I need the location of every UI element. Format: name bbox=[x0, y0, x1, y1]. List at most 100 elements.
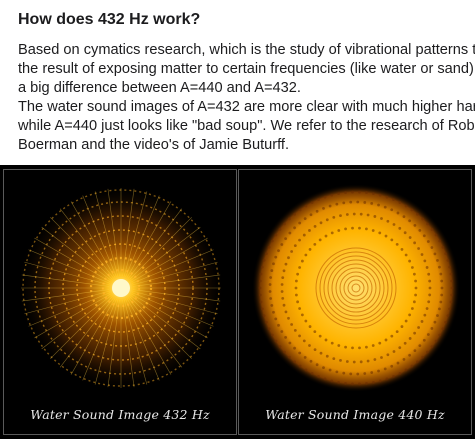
paragraph-line: the result of exposing matter to certain… bbox=[18, 61, 475, 77]
pattern-dot bbox=[433, 320, 437, 324]
pattern-dot bbox=[277, 323, 280, 327]
pattern-dot bbox=[450, 293, 454, 297]
pattern-dot bbox=[351, 190, 354, 194]
pattern-spoke bbox=[107, 188, 120, 277]
pattern-dot bbox=[280, 243, 284, 246]
pattern-dot bbox=[330, 231, 334, 235]
pattern-dot bbox=[278, 345, 282, 349]
pattern-dot bbox=[408, 236, 412, 239]
pattern-dot bbox=[428, 293, 432, 297]
pattern-dot bbox=[293, 226, 296, 230]
pattern-dot bbox=[363, 372, 367, 375]
pattern-ring bbox=[22, 189, 220, 387]
pattern-dot bbox=[427, 272, 431, 276]
article-title: How does 432 Hz work? bbox=[18, 11, 201, 28]
pattern-dot bbox=[274, 255, 278, 259]
pattern-ring bbox=[347, 279, 365, 297]
pattern-dot bbox=[345, 213, 349, 216]
pattern-dot bbox=[313, 330, 317, 334]
pattern-dot bbox=[324, 338, 328, 342]
paragraph-line: while A=440 just looks like "bad soup". … bbox=[18, 118, 475, 134]
pattern-dot bbox=[309, 359, 313, 363]
pattern-ring bbox=[335, 267, 377, 309]
pattern-dot bbox=[384, 338, 388, 342]
pattern-dot bbox=[332, 216, 336, 219]
pattern-dot bbox=[358, 190, 361, 194]
pattern-dot bbox=[395, 242, 399, 246]
pattern-dot bbox=[325, 218, 329, 222]
pattern-dot bbox=[373, 358, 377, 361]
pattern-dot bbox=[302, 233, 306, 237]
pattern-dot bbox=[404, 204, 408, 208]
pattern-dot bbox=[288, 341, 292, 345]
pattern-dot bbox=[281, 296, 285, 300]
pattern-dot bbox=[390, 238, 394, 242]
pattern-dot bbox=[325, 354, 329, 358]
pattern-dot bbox=[386, 219, 390, 223]
pattern-dot bbox=[345, 360, 349, 363]
pattern-dot bbox=[413, 241, 417, 245]
pattern-spoke bbox=[24, 261, 110, 286]
pattern-dot bbox=[269, 276, 273, 279]
pattern-dot bbox=[304, 253, 308, 257]
pattern-dot bbox=[262, 314, 266, 318]
pattern-dot bbox=[317, 374, 320, 378]
image-panel-440hz: Water Sound Image 440 Hz bbox=[238, 169, 472, 435]
pattern-dot bbox=[402, 215, 406, 219]
pattern-dot bbox=[426, 240, 430, 243]
pattern-spoke bbox=[132, 274, 221, 287]
pattern-dot bbox=[260, 265, 264, 269]
pattern-dot bbox=[404, 253, 408, 257]
paragraph-line: Based on cymatics research, which is the… bbox=[18, 42, 475, 58]
pattern-dot bbox=[319, 221, 323, 225]
pattern-spoke bbox=[131, 249, 214, 284]
pattern-dot bbox=[328, 368, 332, 372]
pattern-dot bbox=[396, 211, 400, 215]
pattern-dot bbox=[298, 208, 302, 212]
pattern-dot bbox=[402, 357, 406, 361]
pattern-spoke bbox=[59, 297, 114, 368]
pattern-dot bbox=[317, 198, 320, 202]
pattern-dot bbox=[293, 346, 296, 350]
pattern-dot bbox=[386, 353, 390, 357]
pattern-dot bbox=[414, 279, 417, 283]
pattern-dot bbox=[339, 214, 342, 218]
pattern-dot bbox=[370, 202, 374, 205]
pattern-dot bbox=[313, 242, 317, 246]
pattern-dot bbox=[416, 360, 419, 364]
pattern-dot bbox=[400, 248, 404, 251]
pattern-dot bbox=[272, 262, 275, 266]
pattern-dot bbox=[450, 286, 454, 290]
pattern-dot bbox=[436, 314, 439, 317]
pattern-spoke bbox=[130, 226, 201, 281]
pattern-dot bbox=[290, 250, 294, 253]
pattern-dot bbox=[373, 215, 377, 218]
pattern-spoke bbox=[107, 299, 120, 388]
pattern-dot bbox=[308, 229, 311, 232]
pattern-spoke bbox=[131, 292, 214, 327]
pattern-dot bbox=[318, 238, 322, 242]
pattern-dot bbox=[284, 237, 288, 240]
pattern-dot bbox=[390, 364, 394, 368]
pattern-dot bbox=[349, 200, 353, 204]
pattern-dot bbox=[344, 345, 347, 349]
pattern-dot bbox=[366, 359, 370, 363]
pattern-dot bbox=[278, 227, 282, 231]
pattern-dot bbox=[427, 300, 431, 304]
pattern-dot bbox=[259, 272, 263, 276]
caption-440hz: Water Sound Image 440 Hz bbox=[265, 407, 445, 422]
pattern-dot bbox=[420, 320, 424, 323]
pattern-spoke bbox=[129, 217, 192, 280]
pattern-dot bbox=[366, 213, 370, 217]
pattern-dot bbox=[269, 297, 273, 300]
pattern-dot bbox=[274, 317, 278, 321]
pattern-dot bbox=[426, 350, 429, 354]
pattern-dot bbox=[365, 191, 368, 194]
pattern-dot bbox=[303, 355, 307, 359]
pattern-dot bbox=[359, 360, 363, 364]
pattern-spoke bbox=[70, 201, 116, 278]
pattern-dot bbox=[408, 337, 412, 340]
pattern-dot bbox=[294, 286, 298, 290]
pattern-dot bbox=[446, 258, 450, 262]
pattern-dot bbox=[344, 191, 347, 194]
